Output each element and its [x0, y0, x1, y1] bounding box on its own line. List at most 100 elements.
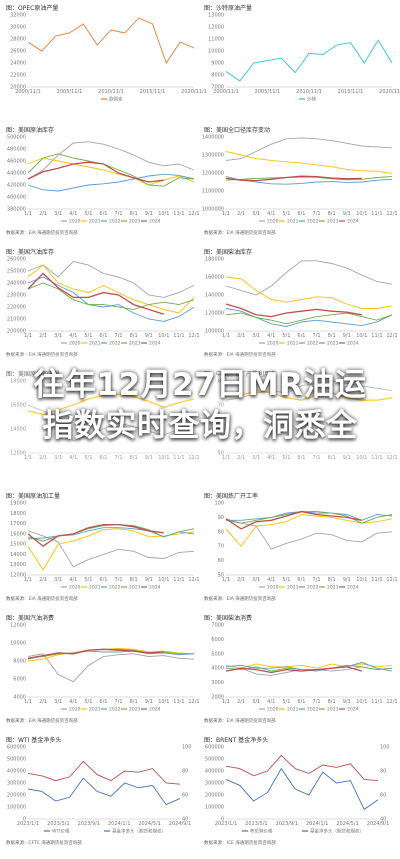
y-tick-label: 28000	[10, 37, 26, 43]
legend-label: 2021	[287, 585, 299, 591]
y-tick-label: 100000	[7, 805, 26, 811]
y-tick-label: 26000	[10, 49, 26, 55]
x-tick-label: 9/1	[145, 577, 153, 583]
x-tick-label: 11/1	[371, 577, 382, 583]
y-tick-label: 1100000	[202, 189, 224, 195]
x-tick-label: 2023/5/1	[47, 821, 69, 827]
y-tick-label: 6000	[13, 677, 26, 683]
x-tick-label: 11/1	[371, 699, 382, 705]
chart-source: 数据来源：EIA 海通期货投资咨询部	[204, 597, 276, 602]
chart-panel: 图：美国汽油库存 数据来源：EIA 海通期货投资咨询部 260000 250000 24…	[4, 246, 200, 359]
series-line	[27, 777, 181, 806]
x-tick-label: 5/1	[282, 455, 290, 461]
legend-label: 2021	[89, 585, 101, 591]
chart-title: 图：美国原油加工量	[6, 371, 61, 378]
x-tick-label: 2023/5/1	[245, 821, 267, 827]
x-tick-label: 6/1	[297, 699, 305, 705]
y-tick-label: 14000	[10, 552, 26, 558]
legend-label: 2022	[307, 707, 319, 713]
chart-svg: 80 70 60 501/1 2/1 3/1 4/1 5/1 6/1 7/1 8/1 9/1 10/1 1…	[218, 379, 398, 462]
x-tick-label: 2024/1/1	[306, 821, 328, 827]
x-tick-label: 10/1	[356, 211, 367, 217]
y-tick-label: 480000	[7, 147, 26, 153]
x-tick-label: 2/1	[237, 211, 245, 217]
x-tick-label: 11/1	[173, 455, 184, 461]
x-tick-label: 10/1	[356, 333, 367, 339]
x-tick-label: 7/1	[115, 699, 123, 705]
x-tick-label: 3/1	[54, 333, 62, 339]
x-tick-label: 2/1	[39, 577, 47, 583]
x-tick-label: 6/1	[297, 333, 305, 339]
x-tick-label: 12/1	[188, 455, 199, 461]
x-tick-label: 6/1	[99, 211, 107, 217]
y-tick-label: 9000	[211, 61, 224, 67]
legend-label: 2022	[109, 585, 121, 591]
legend-label: 2024	[347, 341, 359, 347]
y-tick-label: 300000	[7, 781, 26, 787]
legend-label: 2020	[267, 585, 279, 591]
x-tick-label: 10/1	[356, 455, 367, 461]
x-tick-label: 4/1	[267, 333, 275, 339]
chart-source: 数据来源：EIA 海通期货投资咨询部	[6, 719, 78, 724]
chart-title: 图：美国炼厂开工率	[204, 493, 259, 500]
legend-label: 基金净多头（期货和期权）	[112, 828, 166, 835]
x-tick-label: 2023/1/1	[215, 821, 237, 827]
x-tick-label: 5/1	[84, 577, 92, 583]
legend-label: 2022	[307, 341, 319, 347]
series-line	[225, 511, 393, 524]
legend-label: 基金净多头（期货和期权）	[310, 828, 364, 835]
series-line	[27, 153, 195, 187]
x-tick-label: 10/1	[158, 211, 169, 217]
chart-source: 数据来源：EIA 海通期货投资咨询部	[204, 353, 276, 358]
x-tick-label: 12/1	[386, 577, 397, 583]
x-tick-label: 8/1	[130, 211, 138, 217]
x-tick-label: 11/1	[371, 455, 382, 461]
legend-label: 2022	[109, 219, 121, 225]
legend-label: 2024	[347, 585, 359, 591]
legend-label: 2020	[69, 341, 81, 347]
chart-source: 数据来源：EIA 海通期货投资咨询部	[6, 353, 78, 358]
y-tick-label: 2000	[211, 695, 224, 701]
x-tick-label: 9/1	[145, 455, 153, 461]
x-tick-label: 3/1	[54, 699, 62, 705]
x-tick-label: 7/1	[313, 455, 321, 461]
x-tick-label: 12/1	[386, 211, 397, 217]
x-tick-label: 5/1	[282, 699, 290, 705]
chart-panel: 图：美国汽油消费 数据来源：EIA 海通期货投资咨询部 12000 10000 8000…	[4, 612, 200, 725]
y-tick-label: 200000	[205, 793, 224, 799]
x-tick-label: 4/1	[69, 699, 77, 705]
legend-label: 2023	[129, 341, 141, 347]
x-tick-label: 7/1	[313, 211, 321, 217]
chart-source: 数据来源：EIA 海通期货投资咨询部	[204, 231, 276, 236]
series-line	[225, 276, 393, 309]
legend-label: 2023	[129, 585, 141, 591]
chart-title: 图：美国汽油库存	[6, 249, 55, 256]
y-tick-label: 18000	[10, 379, 26, 385]
series-line	[225, 663, 393, 669]
series-line	[226, 511, 393, 521]
x-tick-label: 8/1	[328, 211, 336, 217]
y-tick-label: 5000	[211, 651, 224, 657]
x-tick-label: 2005/11/1	[57, 89, 83, 95]
x-tick-label: 1/1	[222, 211, 230, 217]
legend-label: 2020	[69, 585, 81, 591]
chart-title: 图：美国原油库存	[6, 127, 55, 134]
chart-panel: 图：OPEC原油产量 32000 30000 28000 26000 24000 22000…	[4, 2, 207, 115]
x-tick-label: 9/1	[343, 333, 351, 339]
x-tick-label: 9/1	[145, 211, 153, 217]
series-line	[27, 276, 195, 322]
x-tick-label: 2024/5/1	[138, 821, 160, 827]
series-line	[27, 760, 181, 785]
y-tick-label: 8000	[211, 73, 224, 79]
x-tick-label: 5/1	[84, 333, 92, 339]
y-tick-label: 50	[218, 573, 224, 579]
y-tick-label: 22000	[10, 73, 26, 79]
y-tick-label: 0	[221, 817, 224, 823]
chart-svg: 600000 500000 400000 300000 200000 100000 0 100…	[205, 745, 390, 835]
legend-label: 2023	[327, 219, 339, 225]
x-tick-label: 8/1	[130, 699, 138, 705]
chart-panel: 图：BRENT 基金净多头 数据来源：ICE 海通期货投资咨询部 600000 500…	[202, 734, 398, 847]
